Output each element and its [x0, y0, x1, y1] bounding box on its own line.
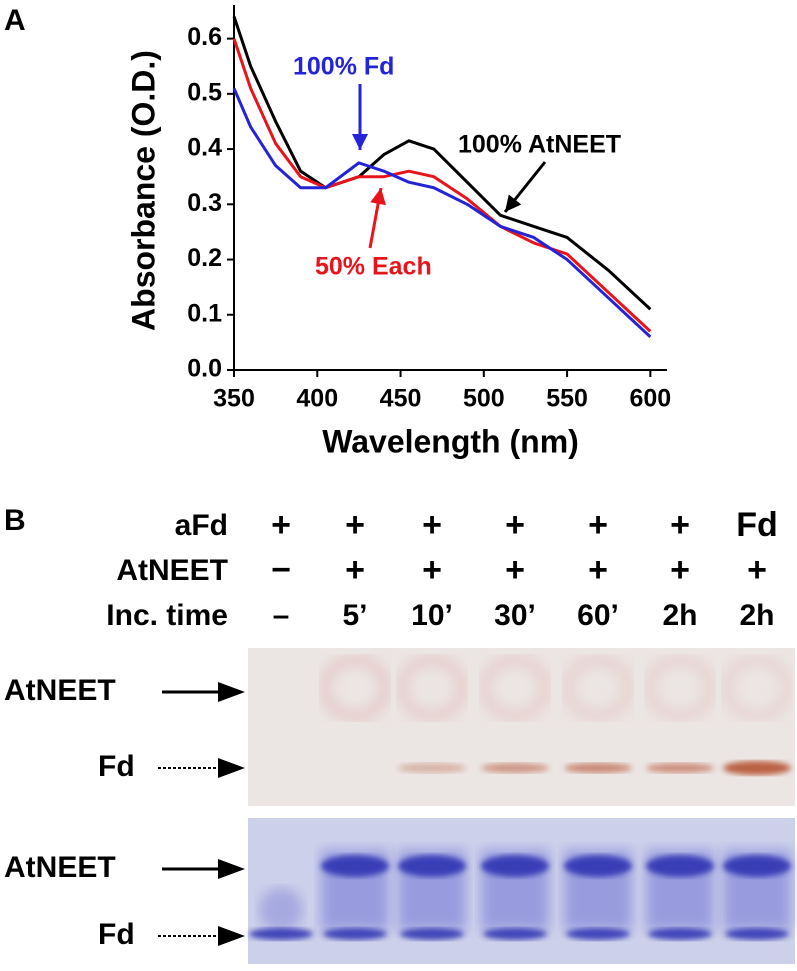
lane-label: + — [505, 506, 525, 544]
lane-label: + — [747, 551, 767, 589]
lane-label: + — [505, 551, 525, 589]
y-tick-label: 0.5 — [187, 78, 222, 106]
gel-band — [319, 654, 391, 722]
lane-label: + — [422, 551, 442, 589]
series-line — [232, 38, 652, 333]
gel-band — [396, 654, 468, 722]
series-label: 100% AtNEET — [458, 131, 621, 159]
gel-band — [648, 928, 712, 940]
y-tick-label: 0.0 — [187, 355, 222, 383]
x-tick-label: 450 — [380, 385, 422, 413]
gel-band — [323, 928, 387, 940]
lane-label: + — [345, 551, 365, 589]
gel-band — [249, 928, 313, 940]
lane-label: − — [271, 551, 291, 589]
gel-band — [398, 763, 466, 773]
arrow-head — [370, 188, 386, 206]
x-tick-label: 400 — [296, 385, 338, 413]
band-label: AtNEET — [4, 851, 116, 884]
series-label: 100% Fd — [293, 53, 394, 81]
y-tick-label: 0.2 — [187, 244, 222, 272]
y-tick-label: 0.4 — [187, 134, 222, 162]
gel-band — [723, 855, 791, 877]
gel-band — [725, 928, 789, 940]
y-tick-label: 0.1 — [187, 299, 222, 327]
lane-label: 60’ — [577, 599, 619, 632]
x-tick-label: 600 — [629, 385, 671, 413]
y-tick-label: 0.6 — [187, 23, 222, 51]
lane-label: + — [588, 506, 608, 544]
arrow-head — [505, 194, 522, 212]
x-tick-label: 550 — [546, 385, 588, 413]
arrow-head — [218, 926, 245, 946]
lane-label: + — [422, 506, 442, 544]
lane-label: – — [273, 599, 290, 632]
arrow-head — [218, 758, 245, 778]
gel-band — [644, 654, 716, 722]
gel-band — [646, 763, 714, 773]
y-tick-label: 0.3 — [187, 189, 222, 217]
x-tick-label: 500 — [463, 385, 505, 413]
series-label: 50% Each — [315, 253, 432, 281]
band-label: Fd — [98, 918, 135, 951]
lane-label: 5’ — [342, 599, 367, 632]
gel-band — [479, 654, 551, 722]
x-axis-label: Wavelength (nm) — [322, 423, 579, 459]
lane-label: + — [345, 506, 365, 544]
gel-band — [481, 763, 549, 773]
gel-band — [398, 855, 466, 877]
gel-band — [566, 928, 630, 940]
gel-band — [562, 654, 634, 722]
lane-label: 30’ — [494, 599, 536, 632]
arrow-head — [218, 682, 245, 702]
lane-label: 10’ — [411, 599, 453, 632]
lane-label: + — [670, 506, 690, 544]
lane-label: 2h — [662, 599, 697, 632]
series-line — [232, 16, 652, 311]
gel-band — [721, 654, 793, 722]
gel-band — [400, 928, 464, 940]
arrow-head — [352, 134, 368, 150]
series-line — [232, 87, 652, 338]
lane-label: + — [271, 506, 291, 544]
band-label: AtNEET — [4, 674, 116, 707]
row-label: Inc. time — [106, 599, 228, 632]
gel-band — [646, 855, 714, 877]
panel-label: A — [4, 4, 26, 37]
lane-label: + — [588, 551, 608, 589]
lane-label: + — [670, 551, 690, 589]
gel-band — [564, 855, 632, 877]
x-tick-label: 350 — [213, 385, 255, 413]
gel-band — [483, 928, 547, 940]
gel-band — [321, 855, 389, 877]
y-axis-label: Absorbance (O.D.) — [125, 50, 161, 331]
gel-smear — [259, 888, 303, 932]
panel-label: B — [4, 504, 26, 537]
arrow-head — [218, 859, 245, 879]
band-label: Fd — [98, 750, 135, 783]
gel-band — [481, 855, 549, 877]
lane-label: 2h — [739, 599, 774, 632]
lane-label: Fd — [736, 506, 778, 544]
row-label: AtNEET — [116, 554, 228, 587]
row-label: aFd — [175, 509, 228, 542]
gel-band — [564, 763, 632, 773]
gel-band — [723, 761, 791, 775]
